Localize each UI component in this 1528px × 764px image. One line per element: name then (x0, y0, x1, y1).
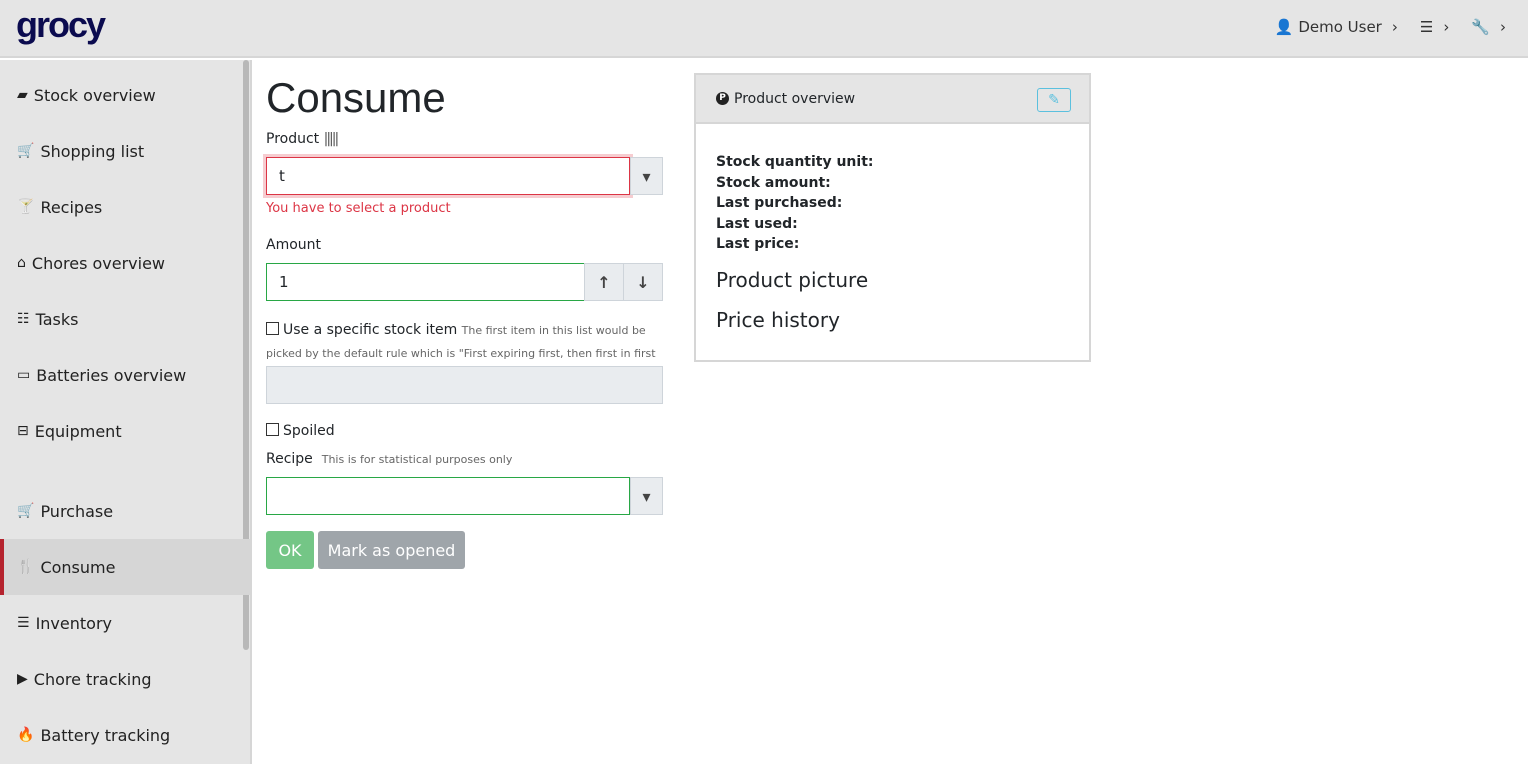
sidebar-item-consume[interactable]: 🍴 Consume (0, 539, 250, 595)
recipe-dropdown-caret-icon[interactable]: ▾ (630, 477, 663, 515)
user-icon: 👤 (1274, 18, 1294, 36)
sidebar-item-label: Purchase (40, 501, 114, 521)
tools-menu[interactable]: 🔧 › (1471, 18, 1506, 36)
sidebar-item-label: Consume (40, 557, 116, 577)
cart-icon: 🛒 (17, 503, 35, 519)
top-bar: grocy 👤 Demo User › ☰ › 🔧 › (0, 0, 1528, 58)
sidebar-item-label: Stock overview (33, 85, 156, 105)
sidebar-item-stock-overview[interactable]: ▰ Stock overview (0, 67, 250, 123)
recipe-input[interactable] (266, 477, 630, 515)
sidebar-item-label: Chores overview (31, 253, 166, 273)
sidebar-item-label: Shopping list (40, 141, 145, 161)
chevron-right-icon: › (1391, 18, 1398, 36)
sidebar-item-purchase[interactable]: 🛒 Purchase (0, 483, 250, 539)
box-icon: ▰ (17, 87, 28, 103)
product-input[interactable]: t (266, 157, 630, 195)
home-icon: ⌂ (17, 255, 26, 271)
sidebar-item-label: Batteries overview (36, 365, 187, 385)
user-name: Demo User (1298, 18, 1382, 36)
settings-menu[interactable]: ☰ › (1420, 18, 1449, 36)
field-last-used: Last used: (716, 215, 798, 232)
amount-input[interactable]: 1 (266, 263, 585, 301)
sidebar-item-tasks[interactable]: ☷ Tasks (0, 291, 250, 347)
battery-icon: ▭ (17, 367, 31, 383)
chevron-right-icon: › (1443, 18, 1450, 36)
product-label: Product ||||| (266, 131, 340, 147)
field-last-purchased: Last purchased: (716, 195, 843, 211)
cocktail-icon: 🍸 (17, 199, 35, 215)
sidebar (0, 60, 252, 764)
sidebar-item-shopping-list[interactable]: 🛒 Shopping list (0, 123, 250, 179)
sidebar-item-label: Tasks (35, 309, 79, 329)
sliders-icon: ☰ (1419, 18, 1434, 36)
sidebar-item-chore-tracking[interactable]: ▶ Chore tracking (0, 651, 250, 707)
product-dropdown-caret-icon[interactable]: ▾ (630, 157, 663, 195)
logo[interactable]: grocy (16, 4, 106, 45)
edit-icon[interactable]: ✎ (1037, 88, 1071, 112)
field-amount: Stock amount: (716, 174, 831, 191)
toolbox-icon: ⊟ (17, 423, 29, 439)
spoiled-checkbox[interactable]: Spoiled (266, 423, 335, 439)
sidebar-item-battery-tracking[interactable]: 🔥 Battery tracking (0, 707, 250, 763)
wrench-icon: 🔧 (1471, 18, 1490, 36)
cart-icon: 🛒 (17, 143, 35, 159)
mark-opened-button[interactable]: Mark as opened (318, 531, 465, 569)
list-icon: ☰ (17, 615, 30, 631)
barcode-icon[interactable]: ||||| (323, 131, 340, 147)
checkbox[interactable] (266, 423, 279, 436)
field-last-price: Last price: (716, 236, 800, 252)
sidebar-item-chores-overview[interactable]: ⌂ Chores overview (0, 235, 250, 291)
sidebar-scrollbar[interactable] (243, 60, 249, 650)
card-title: Product overview (734, 90, 856, 107)
sidebar-item-recipes[interactable]: 🍸 Recipes (0, 179, 250, 235)
arrow-down-icon[interactable]: ↓ (623, 263, 663, 301)
user-menu[interactable]: 👤 Demo User › (1275, 18, 1398, 36)
amount-label: Amount (266, 237, 322, 253)
sidebar-item-label: Recipes (40, 197, 103, 217)
product-p-icon: P (716, 92, 729, 105)
sidebar-item-label: Inventory (35, 613, 112, 633)
field-qu: Stock quantity unit: (716, 154, 874, 170)
recipe-label: Recipe This is for statistical purposes … (266, 451, 513, 467)
tasks-icon: ☷ (17, 311, 30, 327)
sidebar-item-equipment[interactable]: ⊟ Equipment (0, 403, 250, 459)
sidebar-item-label: Equipment (34, 421, 122, 441)
sidebar-item-inventory[interactable]: ☰ Inventory (0, 595, 250, 651)
product-overview-card: P Product overview ✎ Stock quantity unit:… (694, 73, 1091, 362)
product-error: You have to select a product (266, 201, 451, 216)
utensils-icon: 🍴 (17, 559, 35, 575)
fire-icon: 🔥 (17, 727, 35, 743)
price-history-heading: Price history (716, 307, 840, 332)
sidebar-item-batteries-overview[interactable]: ▭ Batteries overview (0, 347, 250, 403)
play-icon: ▶ (17, 671, 28, 687)
chevron-right-icon: › (1500, 18, 1506, 36)
page-title: Consume (266, 74, 446, 121)
sidebar-item-label: Battery tracking (40, 725, 171, 745)
checkbox[interactable] (266, 322, 279, 335)
stock-item-select[interactable] (266, 366, 663, 404)
product-picture-heading: Product picture (716, 267, 869, 292)
arrow-up-icon[interactable]: ↑ (584, 263, 624, 301)
ok-button[interactable]: OK (266, 531, 314, 569)
sidebar-item-label: Chore tracking (33, 669, 152, 689)
